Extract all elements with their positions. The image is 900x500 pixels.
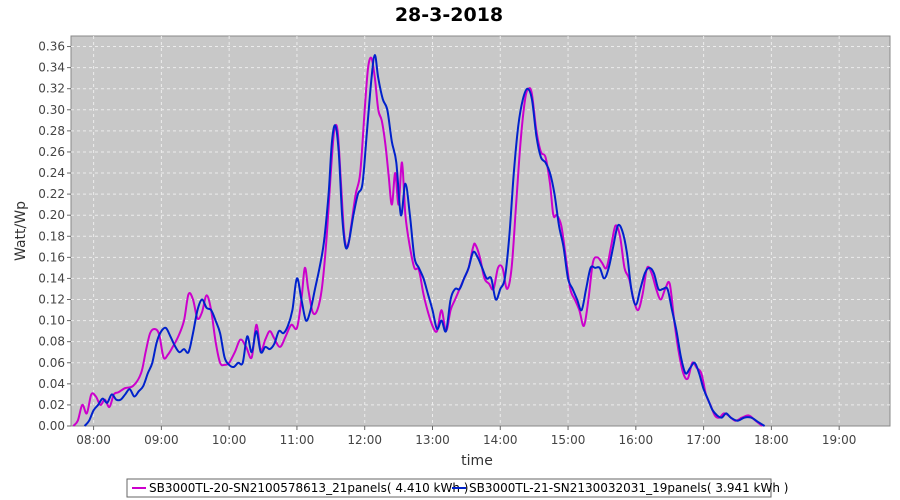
y-tick-label: 0.02 xyxy=(38,398,65,412)
x-tick-label: 12:00 xyxy=(347,433,382,447)
x-tick-label: 08:00 xyxy=(76,433,111,447)
legend-box xyxy=(126,478,772,498)
y-tick-label: 0.36 xyxy=(38,40,65,54)
y-tick-label: 0.16 xyxy=(38,250,65,264)
x-tick-label: 19:00 xyxy=(822,433,857,447)
y-axis-label: Watt/Wp xyxy=(13,201,29,261)
y-tick-label: 0.34 xyxy=(38,61,65,75)
y-tick-label: 0.26 xyxy=(38,145,65,159)
legend-label-series-2: SB3000TL-21-SN2130032031_19panels( 3.941… xyxy=(469,481,788,495)
y-tick-label: 0.04 xyxy=(38,377,65,391)
y-tick-label: 0.14 xyxy=(38,271,65,285)
y-tick-label: 0.20 xyxy=(38,208,65,222)
y-tick-label: 0.10 xyxy=(38,314,65,328)
x-tick-label: 16:00 xyxy=(619,433,654,447)
y-tick-label: 0.24 xyxy=(38,166,65,180)
chart-title: 28-3-2018 xyxy=(395,4,503,26)
x-tick-label: 14:00 xyxy=(483,433,518,447)
y-tick-label: 0.28 xyxy=(38,124,65,138)
y-tick-label: 0.12 xyxy=(38,293,65,307)
y-tick-label: 0.00 xyxy=(38,419,65,433)
y-tick-label: 0.30 xyxy=(38,103,65,117)
y-tick-label: 0.08 xyxy=(38,335,65,349)
x-tick-label: 11:00 xyxy=(280,433,315,447)
x-tick-label: 17:00 xyxy=(686,433,721,447)
x-axis-label: time xyxy=(461,453,493,469)
y-tick-label: 0.18 xyxy=(38,229,65,243)
series-line-2 xyxy=(83,54,766,427)
x-tick-label: 15:00 xyxy=(551,433,586,447)
plot-area xyxy=(70,35,891,427)
x-axis-ticks: 08:00 09:00 10:00 11:00 12:00 13:00 14:00 15:00… xyxy=(76,426,856,447)
x-tick-label: 10:00 xyxy=(212,433,247,447)
y-tick-label: 0.22 xyxy=(38,187,65,201)
series-line-1 xyxy=(72,56,763,427)
series-lines xyxy=(72,54,766,427)
grid xyxy=(71,36,890,426)
y-tick-label: 0.06 xyxy=(38,356,65,370)
legend-label-series-1: SB3000TL-20-SN2100578613_21panels( 4.410… xyxy=(149,481,468,495)
legend: SB3000TL-20-SN2100578613_21panels( 4.410… xyxy=(126,478,788,498)
y-tick-label: 0.32 xyxy=(38,82,65,96)
x-tick-label: 13:00 xyxy=(415,433,450,447)
y-axis-ticks: 0.00 0.02 0.04 0.06 0.08 0.10 0.12 0.14 0.16 0.18… xyxy=(38,40,71,433)
x-tick-label: 09:00 xyxy=(144,433,179,447)
x-tick-label: 18:00 xyxy=(754,433,789,447)
